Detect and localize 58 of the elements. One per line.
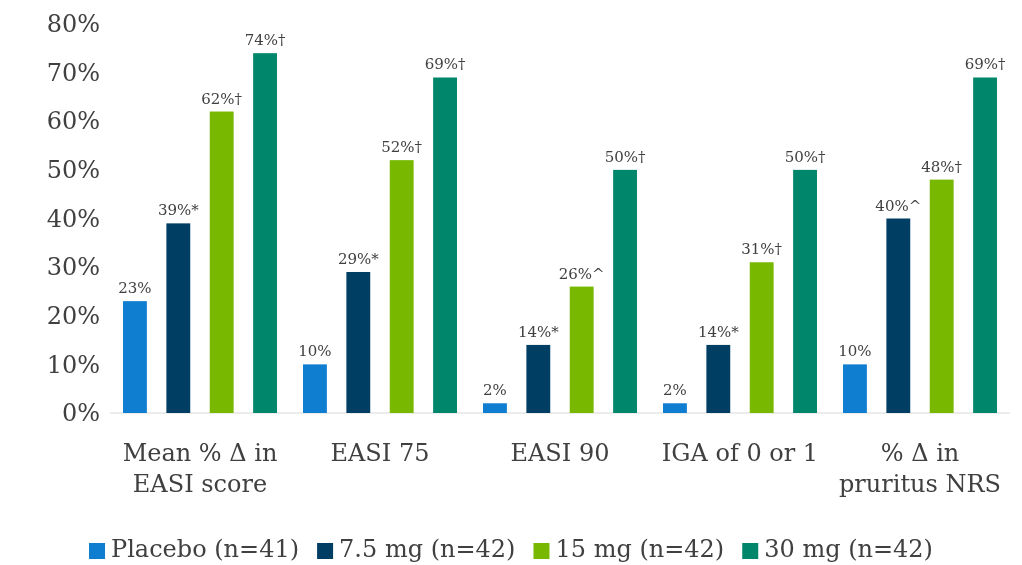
data-label: 14%* [697, 322, 740, 341]
data-label: 39%* [157, 201, 200, 220]
data-label: 69%† [424, 55, 466, 74]
data-label: 14%* [517, 322, 560, 341]
bar [886, 218, 911, 413]
bar [433, 77, 457, 413]
y-tick-label: 50% [46, 156, 100, 185]
data-label: 23% [118, 279, 152, 298]
y-tick-label: 30% [46, 253, 100, 282]
bar [749, 262, 774, 413]
bar [526, 344, 551, 413]
data-label: 10% [298, 342, 332, 361]
data-label: 10% [838, 342, 872, 361]
bar [613, 169, 637, 413]
bar [389, 160, 414, 413]
y-tick-label: 20% [46, 301, 100, 330]
bar [793, 169, 817, 413]
bar [706, 344, 731, 413]
y-tick-label: 70% [46, 58, 100, 87]
x-tick-label: Mean % Δ in EASI score [122, 439, 278, 499]
y-tick-label: 10% [46, 350, 100, 379]
data-label: 74%† [244, 31, 286, 50]
data-label: 26%^ [558, 264, 605, 283]
legend-label: 15 mg (n=42) [555, 535, 725, 563]
legend-label: 30 mg (n=42) [764, 535, 933, 563]
data-label: 48%† [921, 157, 963, 176]
data-label: 50%† [784, 147, 826, 166]
bar [929, 179, 954, 413]
data-label: 62%† [201, 89, 243, 108]
data-label: 69%† [964, 55, 1006, 74]
y-tick-label: 60% [46, 107, 100, 136]
data-label: 40%^ [875, 196, 922, 215]
bar [209, 111, 234, 413]
y-tick-label: 40% [46, 204, 100, 233]
bar [123, 301, 147, 413]
bar [346, 271, 371, 413]
x-tick-label: EASI 75 [330, 439, 430, 467]
data-label: 2% [483, 381, 507, 400]
bar [483, 403, 507, 413]
y-tick-label: 80% [46, 10, 100, 39]
data-label: 29%* [337, 249, 380, 268]
x-tick-label: IGA of 0 or 1 [661, 439, 819, 467]
x-tick-label: EASI 90 [510, 439, 610, 467]
y-tick-label: 0% [61, 399, 100, 428]
data-label: 31%† [741, 240, 783, 259]
legend-label: Placebo (n=41) [111, 535, 300, 563]
bar [253, 53, 277, 413]
bar [569, 286, 594, 413]
data-label: 50%† [604, 147, 646, 166]
bar [166, 223, 191, 413]
bar [843, 364, 867, 413]
data-label: 2% [663, 381, 687, 400]
bar [303, 364, 327, 413]
legend-label: 7.5 mg (n=42) [339, 535, 516, 563]
bar [663, 403, 687, 413]
x-tick-label: % Δ in pruritus NRS [839, 439, 1001, 499]
bar [973, 77, 997, 413]
data-label: 52%† [381, 138, 423, 157]
